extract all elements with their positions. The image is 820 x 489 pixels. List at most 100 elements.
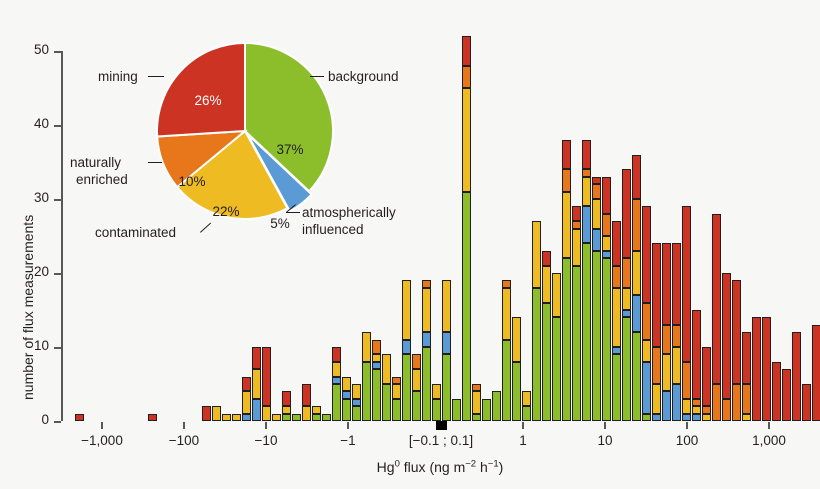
- pie-leader-line: [286, 212, 300, 214]
- histogram-bar: [312, 406, 321, 421]
- histogram-bar: [552, 273, 561, 421]
- bar-segment: [722, 273, 731, 399]
- bar-segment: [362, 361, 371, 421]
- bar-segment: [542, 265, 551, 303]
- bar-segment: [542, 250, 551, 266]
- bar-segment: [242, 376, 251, 392]
- pie-label-atmospherically-line1: atmospherically: [302, 205, 396, 220]
- bar-segment: [372, 339, 381, 355]
- histogram-bar: [492, 391, 501, 421]
- bar-segment: [692, 406, 701, 414]
- bar-segment: [432, 384, 441, 399]
- bar-segment: [742, 384, 751, 414]
- bar-segment: [602, 258, 611, 421]
- histogram-bar: [402, 280, 411, 421]
- bar-segment: [662, 391, 671, 421]
- histogram-bar: [732, 280, 741, 421]
- histogram-bar: [582, 139, 591, 421]
- x-axis-title-text: Hg0 flux (ng m−2 h−1): [376, 458, 504, 475]
- bar-segment: [562, 169, 571, 192]
- pie-leader-line: [148, 162, 162, 164]
- x-axis-tick-label: −10: [254, 433, 278, 448]
- histogram-bar: [782, 369, 791, 421]
- bar-segment: [572, 206, 581, 222]
- bar-segment: [462, 191, 471, 421]
- bar-segment: [402, 280, 411, 340]
- histogram-bar: [482, 398, 491, 421]
- bar-segment: [462, 88, 471, 192]
- histogram-bar: [352, 384, 361, 421]
- bar-segment: [532, 287, 541, 421]
- histogram-bar: [742, 332, 751, 421]
- bar-segment: [302, 406, 311, 421]
- bar-segment: [772, 361, 781, 421]
- bar-segment: [402, 354, 411, 421]
- bar-segment: [752, 317, 761, 421]
- bar-segment: [422, 280, 431, 288]
- histogram-bar: [452, 398, 461, 421]
- bar-segment: [642, 339, 651, 362]
- bar-segment: [622, 317, 631, 421]
- bar-segment: [612, 265, 621, 288]
- bar-segment: [332, 347, 341, 362]
- pie-slice: [175, 129, 289, 220]
- bar-segment: [802, 384, 811, 421]
- bar-segment: [522, 406, 531, 421]
- bar-segment: [682, 398, 691, 414]
- x-axis-tick: [604, 422, 606, 429]
- bar-segment: [592, 250, 601, 421]
- x-axis-tick-label: 100: [675, 433, 699, 448]
- bar-segment: [562, 258, 571, 421]
- pie-label-atmospherically-line2: influenced: [302, 222, 364, 237]
- bar-segment: [632, 154, 641, 199]
- y-axis-tick-label: 30: [33, 190, 49, 205]
- pie-label-mining: mining: [98, 69, 138, 84]
- histogram-bar: [262, 347, 271, 421]
- x-axis-tick: [265, 422, 267, 429]
- x-axis-tick: [101, 422, 103, 429]
- histogram-bar: [562, 139, 571, 421]
- histogram-bar: [592, 176, 601, 421]
- x-axis-tick-label: −1: [340, 433, 356, 448]
- bar-segment: [382, 354, 391, 384]
- bar-segment: [75, 413, 84, 421]
- bar-segment: [692, 310, 701, 399]
- bar-segment: [148, 413, 157, 421]
- bar-segment: [582, 139, 591, 170]
- bar-segment: [252, 369, 261, 399]
- bar-segment: [552, 317, 561, 421]
- histogram-bar: [202, 406, 211, 421]
- bar-segment: [482, 398, 491, 421]
- histogram-bar: [662, 243, 671, 421]
- bar-segment: [562, 139, 571, 170]
- bar-segment: [472, 413, 481, 421]
- bar-segment: [612, 347, 621, 355]
- histogram-bar: [512, 317, 521, 421]
- bar-segment: [662, 243, 671, 325]
- histogram-bar: [392, 376, 401, 421]
- bar-segment: [692, 398, 701, 407]
- bar-segment: [712, 383, 721, 421]
- bar-segment: [672, 383, 681, 421]
- bar-segment: [502, 287, 511, 340]
- pie-leader-line: [148, 76, 164, 78]
- bar-segment: [612, 221, 621, 266]
- bar-segment: [262, 406, 271, 421]
- bar-segment: [332, 361, 341, 377]
- histogram-bar: [682, 206, 691, 421]
- bar-segment: [602, 236, 611, 251]
- bar-segment: [622, 287, 631, 310]
- bar-segment: [702, 347, 711, 407]
- histogram-bar: [672, 243, 681, 421]
- bar-segment: [522, 391, 531, 407]
- bar-segment: [602, 250, 611, 259]
- histogram-bar: [252, 347, 261, 421]
- bar-segment: [632, 295, 641, 333]
- bar-segment: [692, 413, 701, 421]
- bar-segment: [452, 398, 461, 421]
- bar-segment: [232, 413, 241, 421]
- bar-segment: [702, 413, 711, 421]
- bar-segment: [412, 369, 421, 392]
